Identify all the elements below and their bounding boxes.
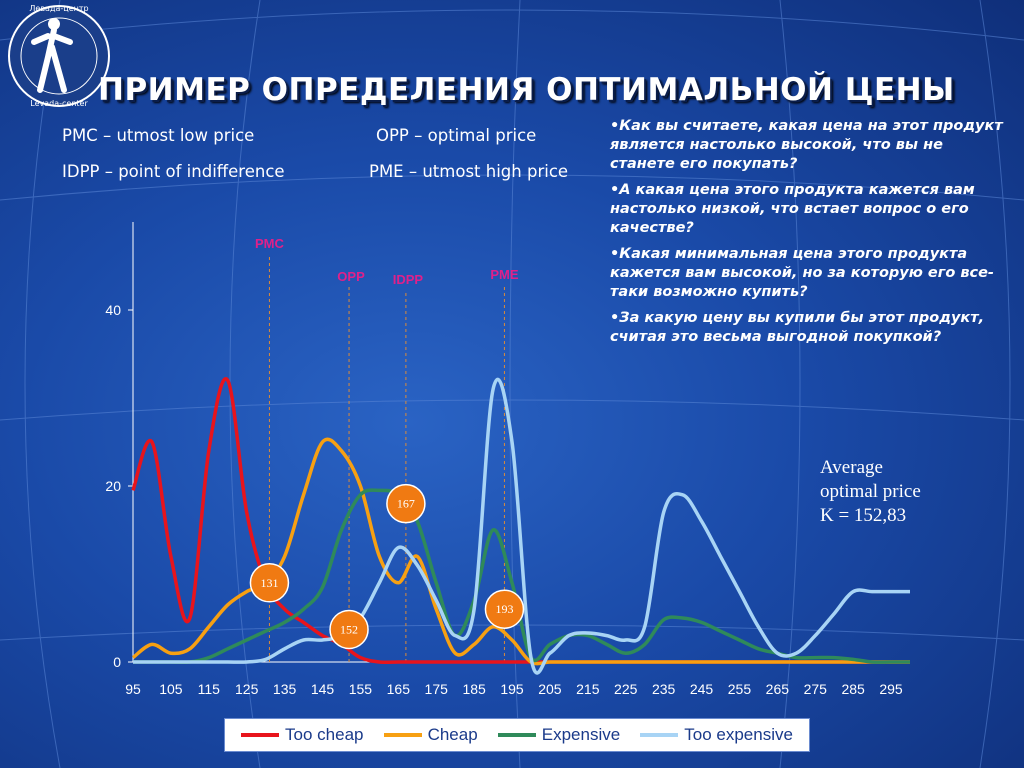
callout-bubble: [249, 563, 290, 603]
svg-text:Levada-center: Levada-center: [30, 99, 88, 108]
y-tick-label: 0: [113, 654, 121, 670]
legend-item-too-cheap: Too cheap: [241, 725, 363, 745]
legend-item-cheap: Cheap: [383, 725, 478, 745]
legend-item-expensive: Expensive: [497, 725, 621, 745]
legend-swatch-red: [241, 733, 280, 737]
x-tick-label: 195: [500, 681, 524, 697]
x-tick-label: 225: [614, 681, 638, 697]
x-tick-label: 175: [425, 681, 449, 697]
x-tick-label: 135: [273, 681, 297, 697]
question-2: •А какая цена этого продукта кажется вам…: [610, 182, 975, 236]
x-tick-label: 165: [387, 681, 411, 697]
callout-bubble: [386, 483, 426, 524]
legend-item-too-expensive: Too expensive: [640, 725, 793, 745]
callout-bubble: [484, 589, 525, 629]
x-tick-label: 115: [198, 681, 221, 697]
x-tick-label: 155: [349, 681, 373, 697]
x-tick-label: 275: [804, 681, 828, 697]
legend-label-cheap: Cheap: [427, 725, 478, 744]
x-tick-label: 125: [235, 681, 259, 697]
average-line-3: K = 152,83: [820, 505, 907, 526]
x-tick-label: 185: [462, 681, 486, 697]
callout-label: 152: [340, 622, 358, 636]
legend-swatch-light-blue: [640, 733, 679, 737]
x-tick-label: 235: [652, 681, 676, 697]
legend-swatch-green: [497, 733, 536, 737]
levada-center-logo: Левада-центр Levada-center: [4, 2, 114, 110]
survey-questions: •Как вы считаете, какая цена на этот про…: [610, 117, 1010, 354]
average-line-2: optimal price: [820, 481, 921, 502]
pme-definition: PME – utmost high price: [369, 162, 569, 181]
series-line-too-expensive: [133, 377, 910, 675]
opp-definition: OPP – optimal price: [376, 126, 537, 145]
callout-label: 167: [397, 497, 415, 511]
legend-label-expensive: Expensive: [541, 725, 621, 744]
x-tick-label: 205: [538, 681, 562, 697]
callout-bubble: [329, 609, 369, 650]
svg-text:Левада-центр: Левада-центр: [29, 4, 88, 13]
question-4: •За какую цену вы купили бы этот продукт…: [610, 310, 985, 345]
callout-label: 131: [260, 576, 278, 590]
question-1: •Как вы считаете, какая цена на этот про…: [610, 118, 1003, 172]
chart-legend: Too cheap Cheap Expensive Too expensive: [224, 718, 810, 752]
pmc-definition: PMC – utmost low price: [62, 126, 255, 145]
page-title: ПРИМЕР ОПРЕДЕЛЕНИЯ ОПТИМАЛЬНОЙ ЦЕНЫ: [98, 72, 955, 108]
marker-label-pmc: PMC: [255, 236, 285, 251]
y-tick-label: 40: [105, 302, 121, 318]
x-tick-label: 265: [766, 681, 790, 697]
legend-swatch-orange: [383, 733, 422, 737]
marker-label-idpp: IDPP: [393, 272, 424, 287]
idpp-definition: IDPP – point of indifference: [62, 162, 285, 181]
x-tick-label: 95: [125, 681, 141, 697]
legend-label-too-expensive: Too expensive: [684, 725, 793, 744]
x-tick-label: 285: [841, 681, 865, 697]
average-optimal-price: Average optimal price K = 152,83: [820, 456, 1000, 528]
average-line-1: Average: [820, 457, 883, 478]
marker-label-opp: OPP: [337, 269, 365, 284]
x-tick-label: 255: [728, 681, 752, 697]
x-tick-label: 105: [159, 681, 183, 697]
y-tick-label: 20: [105, 478, 121, 494]
question-3: •Какая минимальная цена этого продукта к…: [610, 246, 994, 300]
x-tick-label: 215: [576, 681, 600, 697]
legend-label-too-cheap: Too cheap: [285, 725, 364, 744]
x-tick-label: 295: [879, 681, 903, 697]
callout-label: 193: [495, 602, 513, 616]
x-tick-label: 245: [690, 681, 714, 697]
marker-label-pme: PME: [490, 267, 519, 282]
x-tick-label: 145: [311, 681, 335, 697]
